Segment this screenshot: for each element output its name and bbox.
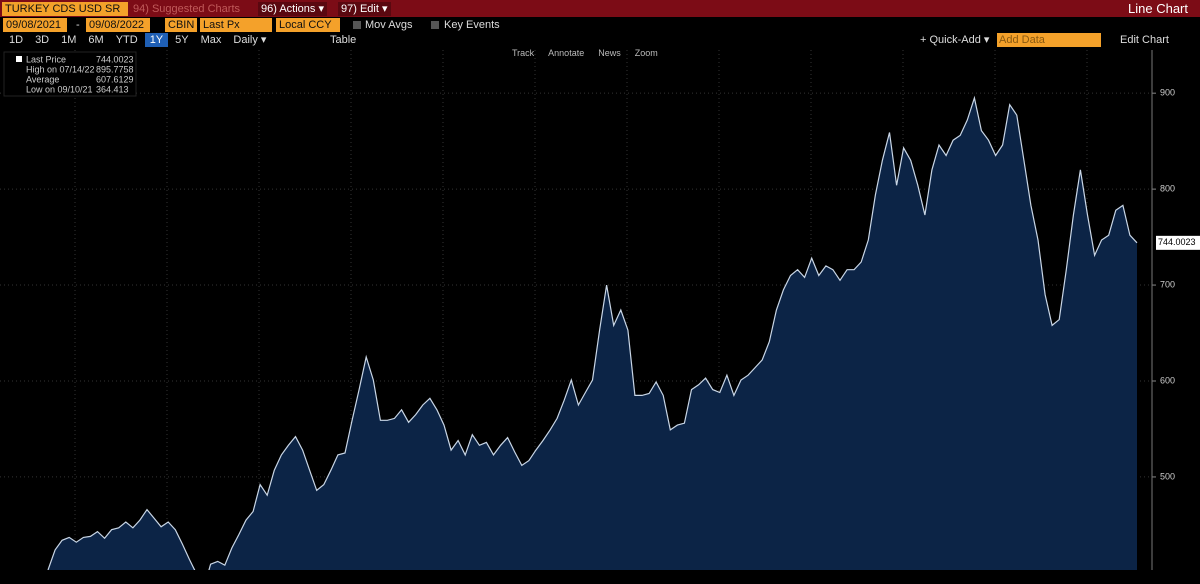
security-field[interactable]: TURKEY CDS USD SR [2,2,128,16]
period-button[interactable]: 1D [9,34,24,46]
tool-bar: Track Annotate News Zoom [512,46,658,60]
table-button[interactable]: Table [330,34,357,46]
legend-box [3,51,137,97]
legend-value: 607.6129 [96,74,134,84]
period-button[interactable]: 3D [35,34,50,46]
area [48,98,1137,570]
legend-label: Last Price [26,54,66,64]
edit[interactable]: 97) Edit ▾ [338,2,391,16]
tool-button[interactable]: Zoom [634,48,658,58]
legend-value: 744.0023 [96,54,134,64]
legend-swatch [16,56,22,62]
period-button[interactable]: 5Y [175,34,189,46]
y-tick-label: 800 [1160,183,1175,193]
mov-avgs[interactable]: Mov Avgs [365,19,413,31]
period-button[interactable]: Daily ▾ [233,34,267,46]
legend-label: Average [26,74,59,84]
y-tick-label: 700 [1160,279,1175,289]
tool-button[interactable]: Annotate [548,48,585,58]
period-bar: 1D 3D 1M 6M YTD 1Y 5Y Max Daily ▾ [4,33,271,47]
legend-value: 895.7758 [96,64,134,74]
period-button[interactable]: 6M [88,34,104,46]
edit-chart[interactable]: Edit Chart [1120,34,1169,46]
y-tick-label: 600 [1160,375,1175,385]
legend-label: Low on 09/10/21 [26,84,93,94]
last-price-label: 744.0023 [1158,237,1196,247]
legend-label: High on 07/14/22 [26,64,95,74]
y-tick-label: 900 [1160,88,1175,98]
checkbox[interactable] [353,21,361,29]
source[interactable]: CBIN [165,18,197,32]
last-price-box [1156,235,1200,250]
checkbox[interactable] [431,21,439,29]
legend-value: 364.413 [96,84,129,94]
key-events[interactable]: Key Events [444,19,500,31]
currency[interactable]: Local CCY [276,18,340,32]
period-button[interactable]: Max [200,34,222,46]
dash: - [76,19,80,31]
line [47,95,1138,570]
view-title: Line Chart [1128,1,1188,16]
tool-button[interactable]: News [598,48,621,58]
field[interactable]: Last Px [200,18,272,32]
add-data[interactable]: Add Data [997,33,1101,47]
plot [47,95,1138,570]
start-date[interactable]: 09/08/2021 [3,18,67,32]
end-date[interactable]: 09/08/2022 [86,18,150,32]
period-button[interactable]: YTD [115,34,138,46]
quick-add[interactable]: + Quick-Add ▾ [920,34,990,46]
y-tick-label: 500 [1160,471,1175,481]
tool-button[interactable]: Track [512,48,535,58]
period-button[interactable]: 1Y [144,33,169,47]
suggested[interactable]: 94) Suggested Charts [133,3,241,15]
actions[interactable]: 96) Actions ▾ [258,2,327,16]
period-button[interactable]: 1M [61,34,77,46]
